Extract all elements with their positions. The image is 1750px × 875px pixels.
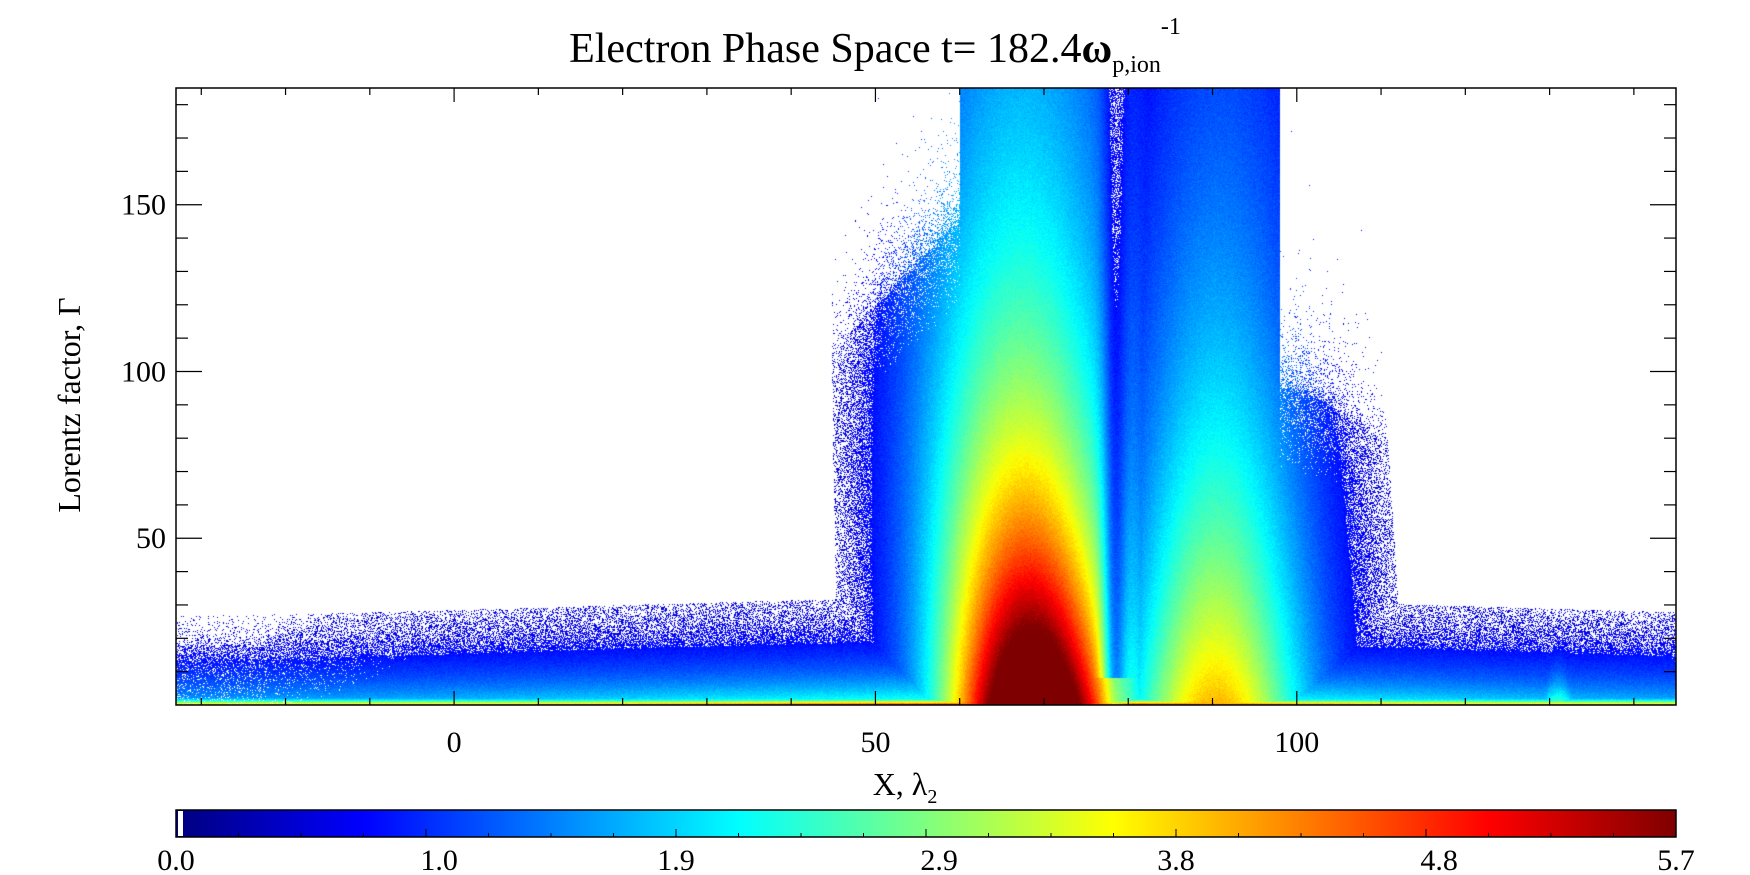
x-axis-label-symbol: λ — [912, 766, 928, 802]
x-axis-label-text: X, — [873, 766, 912, 802]
y-tick-label: 150 — [121, 189, 166, 222]
colorbar-tick-label: 5.7 — [1657, 844, 1695, 875]
colorbar-tick-label: 0.0 — [157, 844, 195, 875]
chart-title: Electron Phase Space t= 182.4ωp,ion-1 — [569, 14, 1181, 78]
chart-title-prefix: Electron Phase Space t= 182.4 — [569, 26, 1081, 72]
x-tick-label: 50 — [860, 726, 890, 759]
plot-frame — [175, 87, 1677, 706]
chart-title-superscript: -1 — [1161, 14, 1181, 40]
colorbar-marker — [178, 811, 183, 836]
heatmap-image — [176, 88, 1676, 705]
colorbar-tick-label: 2.9 — [920, 844, 958, 875]
x-axis-label-subscript: 2 — [927, 786, 937, 808]
x-tick-label: 0 — [447, 726, 462, 759]
y-axis-ticks: 50 100 150 — [121, 104, 1676, 673]
colorbar-tick-label: 3.8 — [1157, 844, 1195, 875]
y-tick-label: 100 — [121, 355, 166, 388]
y-tick-label: 50 — [136, 522, 166, 555]
chart-title-subscript: p,ion — [1112, 52, 1161, 78]
x-axis-ticks: 0 50 100 — [200, 88, 1635, 759]
colorbar-tick-label: 4.8 — [1420, 844, 1458, 875]
colorbar-tick-label: 1.0 — [420, 844, 458, 875]
colorbar-tick-label: 1.9 — [657, 844, 695, 875]
x-axis-label: X, λ2 — [873, 766, 938, 808]
chart-title-symbol: ω — [1082, 26, 1113, 72]
heatmap-canvas-wrapper — [176, 88, 1676, 705]
y-axis-label: Lorentz factor, Γ — [51, 297, 87, 512]
colorbar-ticks: 0.0 1.0 1.9 2.9 3.8 4.8 5.7 — [157, 829, 1695, 875]
x-tick-label: 100 — [1274, 726, 1319, 759]
